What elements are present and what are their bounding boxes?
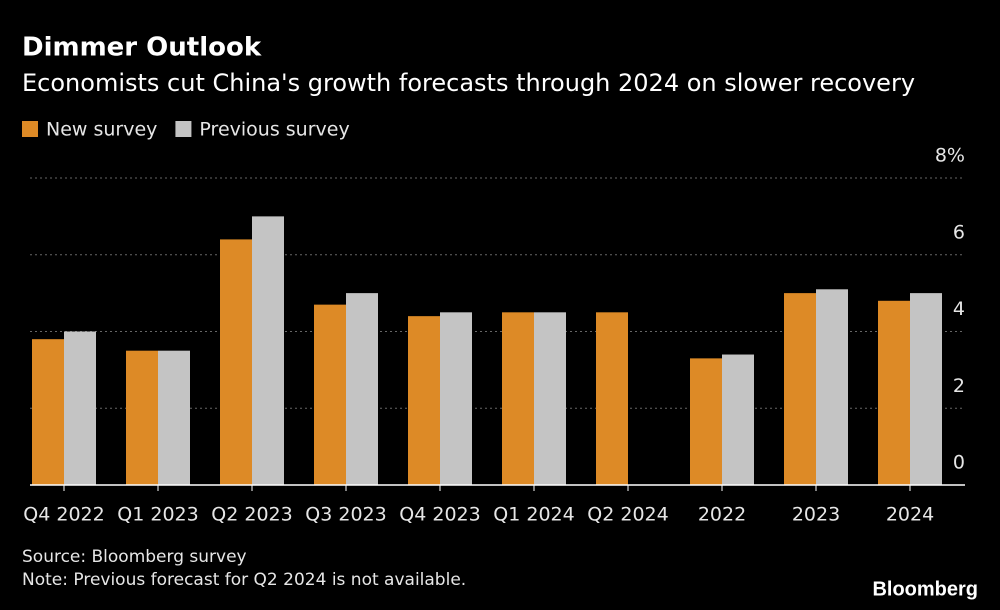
legend-swatch bbox=[22, 121, 38, 137]
bar bbox=[408, 316, 440, 485]
bar bbox=[32, 339, 64, 485]
legend-label: New survey bbox=[46, 119, 157, 141]
x-tick-label: 2023 bbox=[792, 504, 840, 526]
bar bbox=[346, 293, 378, 485]
x-tick-label: 2024 bbox=[886, 504, 934, 526]
bar bbox=[502, 312, 534, 485]
bar bbox=[158, 350, 190, 485]
x-tick-label: Q2 2023 bbox=[211, 504, 292, 526]
bar bbox=[690, 358, 722, 485]
x-tick-label: Q4 2022 bbox=[23, 504, 104, 526]
chart-title: Dimmer Outlook bbox=[22, 33, 262, 63]
y-tick-label: 2 bbox=[953, 375, 965, 397]
x-tick-label: Q4 2023 bbox=[399, 504, 480, 526]
x-tick-label: Q1 2023 bbox=[117, 504, 198, 526]
bar bbox=[878, 300, 910, 485]
bar bbox=[596, 312, 628, 485]
bar bbox=[784, 293, 816, 485]
note: Note: Previous forecast for Q2 2024 is n… bbox=[22, 570, 466, 590]
x-tick-label: 2022 bbox=[698, 504, 746, 526]
logo: Bloomberg bbox=[872, 578, 978, 600]
x-tick-label: Q1 2024 bbox=[493, 504, 574, 526]
bar bbox=[722, 354, 754, 485]
bar bbox=[816, 289, 848, 485]
x-tick-label: Q2 2024 bbox=[587, 504, 668, 526]
y-tick-label: 0 bbox=[953, 452, 965, 474]
bar bbox=[252, 216, 284, 485]
x-tick-label: Q3 2023 bbox=[305, 504, 386, 526]
y-tick-label: 4 bbox=[953, 298, 965, 320]
chart-subtitle: Economists cut China's growth forecasts … bbox=[22, 69, 915, 97]
legend-swatch bbox=[175, 121, 192, 137]
y-tick-label: 8% bbox=[935, 145, 965, 167]
bar bbox=[910, 293, 942, 485]
bar bbox=[64, 331, 96, 485]
bar bbox=[314, 304, 346, 485]
bar bbox=[126, 350, 158, 485]
source: Source: Bloomberg survey bbox=[22, 547, 247, 567]
bar bbox=[220, 239, 252, 485]
legend-label: Previous survey bbox=[199, 119, 349, 141]
bar bbox=[440, 312, 472, 485]
y-tick-label: 6 bbox=[953, 221, 965, 243]
bar bbox=[534, 312, 566, 485]
